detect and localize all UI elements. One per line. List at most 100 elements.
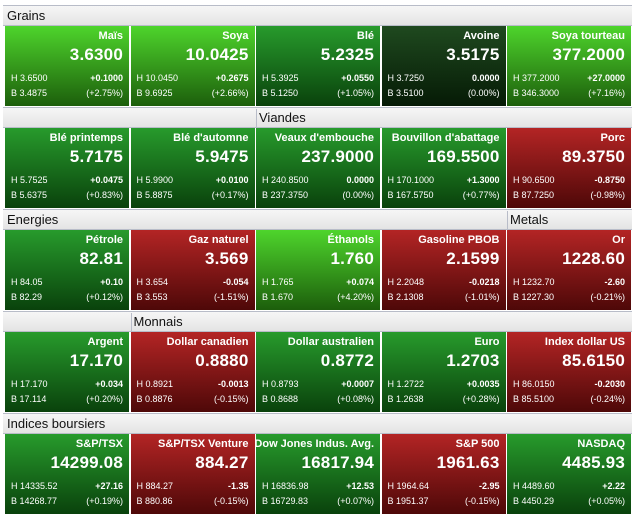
tile-shade: [256, 230, 380, 310]
section-header: Energies Metals: [3, 209, 632, 230]
quote-change: +27.16: [95, 481, 123, 491]
tile-shade: [130, 332, 255, 412]
tile-shade: [130, 128, 255, 208]
quote-change: -0.0013: [217, 379, 249, 389]
quote-price: 17.170: [69, 351, 123, 370]
quote-low: B 0.8876: [136, 394, 173, 404]
quote-low: B 5.6375: [11, 190, 48, 200]
quote-percent: (0.00%): [467, 88, 500, 98]
section-label: Indices boursiers: [7, 416, 106, 431]
quote-tile: Blé 5.2325 H 5.3925 +0.0550 B 5.1250 (+1.05%): [256, 26, 380, 106]
quote-percent: (-0.15%): [213, 394, 249, 404]
quote-high: H 2.2048: [387, 277, 425, 287]
quote-price: 14299.08: [50, 453, 123, 472]
quote-change: -0.054: [222, 277, 249, 287]
quote-change: +0.2675: [215, 73, 249, 83]
section-header: Viandes: [3, 107, 632, 128]
quote-name: Gaz naturel: [188, 234, 249, 246]
quote-price: 5.2325: [320, 45, 374, 64]
quote-high: H 0.8793: [262, 379, 299, 389]
quote-name: Or: [612, 234, 625, 246]
quote-low: B 0.8688: [262, 394, 299, 404]
section-header: Monnais: [3, 311, 632, 332]
quote-change: -0.8750: [594, 175, 625, 185]
tile-shade: [130, 230, 255, 310]
quote-name: Blé: [356, 30, 374, 42]
quote-tile: Éthanols 1.760 H 1.765 +0.074 B 1.670 (+4.20%…: [256, 230, 380, 310]
quote-tile: Gasoline PBOB 2.1599 H 2.2048 -0.0218 B 2.13…: [381, 230, 506, 310]
quote-tile: S&P 500 1961.63 H 1964.64 -2.95 B 1951.37 (-0…: [381, 434, 506, 514]
quote-name: Blé printemps: [49, 132, 123, 144]
quote-tile: Euro 1.2703 H 1.2722 +0.0035 B 1.2638 (+0.28%…: [381, 332, 506, 412]
quote-name: Veaux d'embouche: [274, 132, 374, 144]
quote-low: B 14268.77: [11, 496, 58, 506]
quote-low: B 1951.37: [387, 496, 429, 506]
quote-high: H 5.3925: [262, 73, 299, 83]
quote-high: H 3.6500: [11, 73, 48, 83]
quote-percent: (-0.15%): [464, 496, 500, 506]
quote-price: 85.6150: [562, 351, 625, 370]
quote-change: -2.60: [604, 277, 625, 287]
tile-shade: [381, 128, 506, 208]
quote-low: B 9.6925: [136, 88, 173, 98]
quote-name: Avoine: [463, 30, 500, 42]
quote-high: H 5.7525: [11, 175, 48, 185]
tile-shade: [381, 26, 506, 106]
quote-percent: (0.00%): [342, 190, 374, 200]
quote-tile: Soya tourteau 377.2000 H 377.2000 +27.0000 B…: [507, 26, 631, 106]
tile-shade: [507, 332, 631, 412]
section-label: Viandes: [256, 109, 306, 128]
quote-price: 1961.63: [436, 453, 500, 472]
quote-tile: Or 1228.60 H 1232.70 -2.60 B 1227.30 (-0.21%): [507, 230, 631, 310]
tile-shade: [5, 26, 129, 106]
quote-low: B 17.114: [11, 394, 47, 404]
quote-high: H 240.8500: [262, 175, 309, 185]
quote-low: B 82.29: [11, 292, 43, 302]
quote-name: Dollar australien: [287, 336, 374, 348]
quote-name: NASDAQ: [577, 438, 625, 450]
quote-low: B 87.7250: [513, 190, 555, 200]
quote-low: B 5.8875: [136, 190, 173, 200]
quote-percent: (-0.24%): [590, 394, 625, 404]
quote-price: 89.3750: [562, 147, 625, 166]
quote-percent: (+0.17%): [211, 190, 249, 200]
quote-low: B 1227.30: [513, 292, 555, 302]
quote-percent: (+2.75%): [86, 88, 123, 98]
quote-change: +0.0007: [341, 379, 374, 389]
quote-percent: (+0.19%): [86, 496, 123, 506]
quote-percent: (+0.28%): [462, 394, 500, 404]
quote-change: +1.3000: [466, 175, 500, 185]
quote-high: H 0.8921: [136, 379, 174, 389]
quote-high: H 10.0450: [136, 73, 179, 83]
quote-change: +12.53: [346, 481, 374, 491]
tile-shade: [256, 128, 380, 208]
quote-tile: Bouvillon d'abattage 169.5500 H 170.1000 +1…: [381, 128, 506, 208]
quote-tile: Blé printemps 5.7175 H 5.7525 +0.0475 B 5.63…: [5, 128, 129, 208]
quote-change: -1.35: [227, 481, 249, 491]
quote-name: S&P 500: [455, 438, 500, 450]
tile-shade: [381, 230, 506, 310]
quote-price: 2.1599: [446, 249, 500, 268]
quote-tile: Blé d'automne 5.9475 H 5.9900 +0.0100 B 5.88…: [130, 128, 255, 208]
quote-tile: S&P/TSX Venture 884.27 H 884.27 -1.35 B 880.…: [130, 434, 255, 514]
quote-change: +0.074: [346, 277, 374, 287]
quote-name: Éthanols: [327, 234, 374, 246]
section-label: Metals: [507, 211, 548, 230]
quote-low: B 3.4875: [11, 88, 48, 98]
tile-shade: [256, 434, 380, 514]
tile-shade: [5, 332, 129, 412]
section-label: Energies: [7, 212, 59, 227]
section-header: Indices boursiers: [3, 413, 632, 434]
quote-name: Blé d'automne: [173, 132, 249, 144]
quote-change: -0.0218: [468, 277, 500, 287]
tile-shade: [256, 332, 380, 412]
quote-change: +0.10: [100, 277, 123, 287]
quote-change: -0.2030: [594, 379, 625, 389]
quote-high: H 5.9900: [136, 175, 174, 185]
quote-high: H 884.27: [136, 481, 174, 491]
quote-change: +0.0100: [215, 175, 249, 185]
tile-shade: [256, 26, 380, 106]
quote-percent: (+4.20%): [337, 292, 374, 302]
